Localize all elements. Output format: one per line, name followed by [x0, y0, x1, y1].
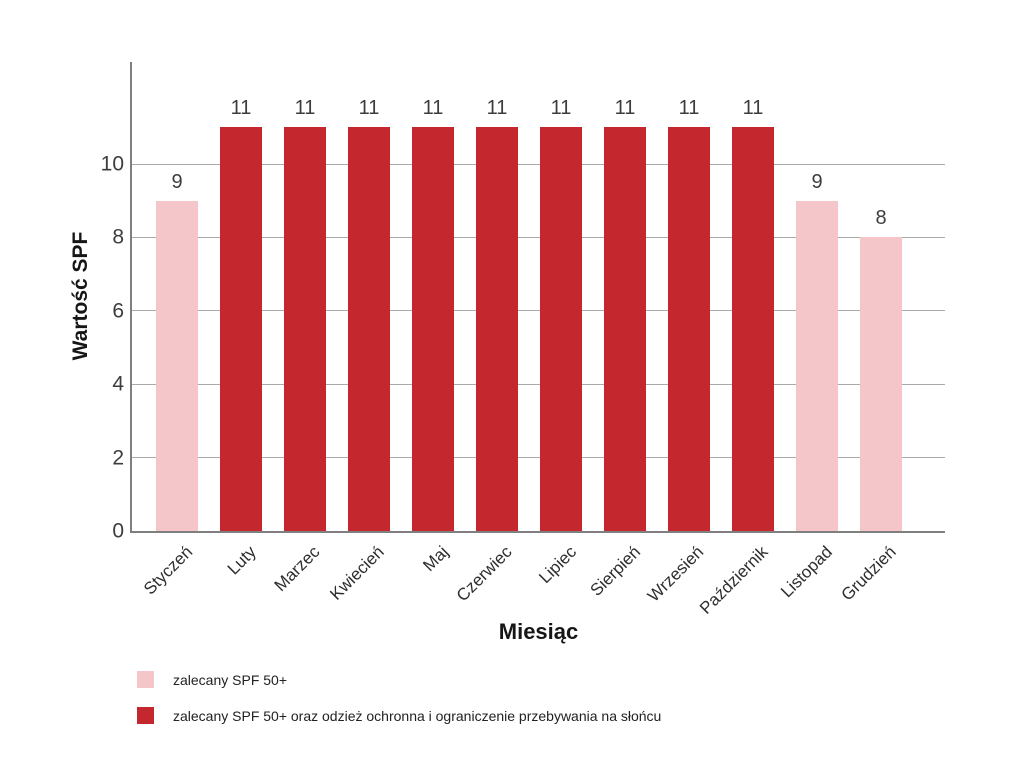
gridline — [132, 236, 945, 238]
gridline — [132, 457, 945, 459]
x-axis-line — [130, 531, 945, 533]
y-tick-label: 10 — [100, 152, 124, 176]
x-tick-label: Maj — [418, 542, 452, 576]
x-tick-label: Sierpień — [586, 542, 644, 600]
bar-value-label: 11 — [742, 97, 764, 120]
gridline — [132, 163, 945, 165]
bar — [732, 127, 774, 531]
bar-value-label: 9 — [811, 170, 823, 193]
bar-value-label: 11 — [422, 97, 444, 120]
y-tick-label: 8 — [112, 225, 124, 249]
bar — [860, 237, 902, 531]
y-tick-label: 6 — [112, 299, 124, 323]
bar-value-label: 8 — [875, 207, 887, 230]
x-axis-title: Miesiąc — [498, 619, 579, 644]
plot-area: 0 2 4 6 8 10 9 Styczeń 11 Luty 11 Marzec 11 Kwiecień 1… — [101, 62, 945, 618]
legend-item: zalecany SPF 50+ oraz odzież ochronna i … — [137, 707, 661, 724]
bar-value-label: 9 — [171, 170, 183, 193]
bar — [412, 127, 454, 531]
bar — [156, 200, 198, 531]
bar — [220, 127, 262, 531]
x-tick-label: Wrzesień — [644, 542, 708, 606]
legend-item: zalecany SPF 50+ — [137, 671, 661, 688]
y-tick-label: 4 — [112, 372, 124, 396]
bar — [476, 127, 518, 531]
y-axis-title: Wartość SPF — [69, 231, 92, 361]
x-tick-label: Styczeń — [139, 542, 196, 599]
x-tick-label: Lipiec — [534, 542, 580, 588]
y-tick-label: 2 — [112, 446, 124, 470]
x-tick-label: Kwiecień — [326, 542, 388, 604]
legend-label: zalecany SPF 50+ — [173, 671, 288, 688]
bar-value-label: 11 — [614, 97, 636, 120]
bar — [348, 127, 390, 531]
gridline — [132, 383, 945, 385]
bar — [284, 127, 326, 531]
y-axis-line — [130, 62, 132, 533]
y-tick-label: 0 — [112, 519, 124, 543]
bar — [604, 127, 646, 531]
bar-value-label: 11 — [486, 97, 508, 120]
bar-value-label: 11 — [678, 97, 700, 120]
bar-value-label: 11 — [358, 97, 380, 120]
bar-value-label: 11 — [550, 97, 572, 120]
bar — [668, 127, 710, 531]
legend-label: zalecany SPF 50+ oraz odzież ochronna i … — [173, 707, 662, 724]
x-tick-label: Czerwiec — [452, 542, 516, 606]
bar-value-label: 11 — [230, 97, 252, 120]
gridline — [132, 310, 945, 312]
x-tick-label: Listopad — [776, 542, 836, 602]
x-tick-label: Grudzień — [837, 542, 900, 605]
legend-swatch — [137, 707, 154, 724]
legend-swatch — [137, 671, 154, 688]
x-tick-label: Marzec — [270, 542, 324, 596]
bar — [796, 200, 838, 531]
legend: zalecany SPF 50+ zalecany SPF 50+ oraz od… — [137, 671, 661, 743]
bar — [540, 127, 582, 531]
x-tick-label: Październik — [696, 542, 772, 618]
x-tick-label: Luty — [223, 542, 260, 579]
bar-value-label: 11 — [294, 97, 316, 120]
